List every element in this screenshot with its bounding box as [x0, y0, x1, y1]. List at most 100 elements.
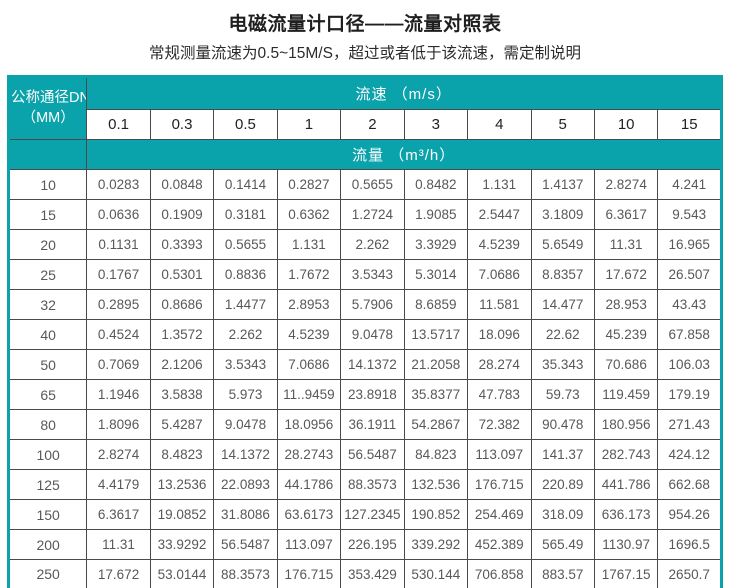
dn-cell: 250 [7, 559, 88, 588]
flow-value-cell: 127.2345 [340, 499, 405, 530]
flow-value-cell: 0.1414 [213, 169, 278, 200]
flow-value-cell: 17.672 [593, 259, 659, 290]
table-row: 150 6.3617 19.0852 31.8086 63.6173 127.2345 19… [7, 499, 722, 530]
flow-value-cell: 1.131 [467, 169, 532, 200]
velocity-value: 2 [340, 109, 405, 140]
flow-value-cell: 36.1911 [340, 409, 405, 440]
flow-value-cell: 44.1786 [276, 469, 342, 500]
flow-value-cell: 18.0956 [276, 409, 342, 440]
flow-value-cell: 0.5301 [149, 259, 215, 290]
flow-value-cell: 176.715 [467, 469, 532, 500]
flow-value-cell: 84.823 [403, 439, 469, 470]
flow-value-cell: 0.6362 [276, 199, 342, 230]
flow-value-cell: 954.26 [657, 499, 722, 530]
flow-value-cell: 7.0686 [467, 259, 532, 290]
flow-value-cell: 5.4287 [149, 409, 215, 440]
flow-value-cell: 4.5239 [467, 229, 532, 260]
table-row: 32 0.2895 0.8686 1.4477 2.8953 5.7906 8.6859 11… [7, 289, 722, 320]
flow-value-cell: 1.2724 [340, 199, 405, 230]
flow-value-cell: 1.4137 [530, 169, 595, 200]
flow-value-cell: 1.9085 [403, 199, 469, 230]
flow-value-cell: 63.6173 [276, 499, 342, 530]
flow-value-cell: 179.19 [657, 379, 722, 410]
flow-value-cell: 190.852 [403, 499, 469, 530]
flow-value-cell: 45.239 [593, 319, 659, 350]
flow-value-cell: 0.8482 [403, 169, 469, 200]
flow-value-cell: 0.2895 [86, 289, 151, 320]
flow-band-row: 流量 （m³/h） [7, 139, 722, 170]
flow-value-cell: 0.3181 [213, 199, 278, 230]
flow-value-cell: 119.459 [593, 379, 659, 410]
flow-value-cell: 530.144 [403, 559, 469, 588]
flow-value-cell: 424.12 [657, 439, 722, 470]
flow-value-cell: 19.0852 [149, 499, 215, 530]
flow-value-cell: 113.097 [276, 529, 342, 560]
flow-value-cell: 47.783 [467, 379, 532, 410]
flow-value-cell: 2.8953 [276, 289, 342, 320]
flow-value-cell: 0.0848 [149, 169, 215, 200]
dn-cell: 80 [7, 409, 88, 440]
flow-value-cell: 17.672 [86, 559, 151, 588]
flow-value-cell: 5.7906 [340, 289, 405, 320]
flow-value-cell: 35.343 [530, 349, 595, 380]
flow-value-cell: 11.31 [86, 529, 151, 560]
page-title: 电磁流量计口径——流量对照表 [228, 14, 502, 35]
flow-value-cell: 53.0144 [149, 559, 215, 588]
flow-value-cell: 0.2827 [276, 169, 342, 200]
flow-value-cell: 26.507 [657, 259, 722, 290]
flow-value-cell: 5.6549 [530, 229, 595, 260]
flow-value-cell: 7.0686 [276, 349, 342, 380]
dn-cell: 20 [7, 229, 88, 260]
flow-value-cell: 1.131 [276, 229, 342, 260]
flow-value-cell: 141.37 [530, 439, 595, 470]
velocity-value: 4 [467, 109, 532, 140]
flow-value-cell: 9.0478 [213, 409, 278, 440]
table-row: 200 11.31 33.9292 56.5487 113.097 226.195 339.… [7, 529, 722, 560]
flow-value-cell: 56.5487 [340, 439, 405, 470]
flow-value-cell: 13.5717 [403, 319, 469, 350]
flow-value-cell: 1.8096 [86, 409, 151, 440]
flow-value-cell: 226.195 [340, 529, 405, 560]
dn-cell: 15 [7, 199, 88, 230]
flow-value-cell: 67.858 [657, 319, 722, 350]
flow-value-cell: 6.3617 [593, 199, 659, 230]
flow-value-cell: 56.5487 [213, 529, 278, 560]
velocity-values-row: 0.1 0.3 0.5 1 2 3 4 5 10 15 [9, 109, 722, 140]
dn-cell: 150 [7, 499, 88, 530]
flow-value-cell: 43.43 [657, 289, 722, 320]
flow-value-cell: 70.686 [593, 349, 659, 380]
flow-value-cell: 353.429 [340, 559, 405, 588]
dn-cell: 65 [7, 379, 88, 410]
velocity-value: 5 [530, 109, 595, 140]
dn-cell: 125 [7, 469, 88, 500]
flow-value-cell: 14.477 [530, 289, 595, 320]
velocity-value: 3 [403, 109, 469, 140]
flow-value-cell: 9.0478 [340, 319, 405, 350]
table-row: 80 1.8096 5.4287 9.0478 18.0956 36.1911 54.286… [7, 409, 722, 440]
flow-value-cell: 33.9292 [149, 529, 215, 560]
flow-value-cell: 636.173 [593, 499, 659, 530]
dn-cell: 32 [7, 289, 88, 320]
flow-value-cell: 88.3573 [340, 469, 405, 500]
table-row: 10 0.0283 0.0848 0.1414 0.2827 0.5655 0.8482 1.… [7, 169, 722, 200]
flow-value-cell: 2650.7 [657, 559, 722, 588]
dn-cell: 50 [7, 349, 88, 380]
velocity-band-row: 公称通径DN （MM） 流速 （m/s） [7, 76, 722, 140]
flow-value-cell: 16.965 [657, 229, 722, 260]
flow-value-cell: 2.8274 [593, 169, 659, 200]
flow-value-cell: 3.5343 [340, 259, 405, 290]
flow-value-cell: 2.262 [340, 229, 405, 260]
flow-value-cell: 28.953 [593, 289, 659, 320]
flow-value-cell: 220.89 [530, 469, 595, 500]
flow-header: 流量 （m³/h） [86, 139, 722, 170]
flow-value-cell: 2.8274 [86, 439, 151, 470]
flow-value-cell: 8.6859 [403, 289, 469, 320]
flow-value-cell: 132.536 [403, 469, 469, 500]
flow-value-cell: 14.1372 [213, 439, 278, 470]
velocity-value: 0.3 [149, 109, 215, 140]
table-row: 125 4.4179 13.2536 22.0893 44.1786 88.3573 132… [7, 469, 722, 500]
flow-value-cell: 113.097 [467, 439, 532, 470]
flow-value-cell: 72.382 [467, 409, 532, 440]
flow-value-cell: 0.1767 [86, 259, 151, 290]
